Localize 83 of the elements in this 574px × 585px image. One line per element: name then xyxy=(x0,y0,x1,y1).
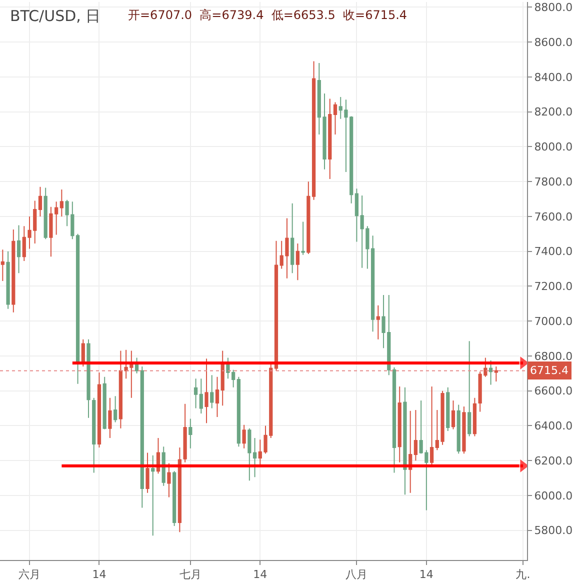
x-tick-label: 14 xyxy=(92,568,106,582)
candlestick xyxy=(220,350,224,406)
y-tick-label: 6600.0 xyxy=(534,384,573,398)
candlestick xyxy=(172,470,176,526)
x-tick-label: 14 xyxy=(419,568,434,582)
x-tick-label: 八月 xyxy=(346,568,368,582)
candlestick xyxy=(114,396,118,423)
y-tick-label: 6000.0 xyxy=(534,489,573,502)
candlestick xyxy=(146,452,150,494)
candlestick xyxy=(312,60,316,200)
candlestick xyxy=(248,428,252,482)
candlestick xyxy=(398,386,402,463)
candlestick xyxy=(408,410,412,494)
y-tick-label: 7400.0 xyxy=(534,245,573,258)
candlestick xyxy=(60,188,64,217)
candlestick xyxy=(328,98,332,180)
candlestick xyxy=(296,243,300,281)
candlestick xyxy=(76,233,80,384)
candlestick xyxy=(0,249,4,282)
y-tick-label: 6800.0 xyxy=(534,350,573,363)
candlestick xyxy=(188,418,192,449)
x-tick-label: 九. xyxy=(516,568,530,582)
y-tick-label: 8400.0 xyxy=(534,70,573,84)
candlestick xyxy=(6,250,10,310)
candlestick xyxy=(392,366,396,474)
candlestick xyxy=(290,202,294,274)
chart-title: BTC/USD, 日 xyxy=(10,7,101,25)
candlestick xyxy=(494,366,498,382)
y-tick-label: 7600.0 xyxy=(534,210,573,224)
candlestick xyxy=(414,410,418,462)
candlestick xyxy=(12,229,16,313)
candlestick xyxy=(462,406,466,454)
candlestick xyxy=(38,186,42,217)
candlestick xyxy=(446,386,450,432)
candlestick xyxy=(354,188,359,242)
y-tick-label: 6400.0 xyxy=(534,420,573,433)
candlestick xyxy=(140,366,144,508)
candlestick xyxy=(468,340,472,437)
y-tick-label: 8800.0 xyxy=(534,1,573,14)
candlestick xyxy=(210,374,214,409)
candlestick xyxy=(456,404,460,454)
candlestick xyxy=(242,424,246,449)
candlestick xyxy=(151,454,155,536)
candlestick xyxy=(108,397,112,438)
x-tick-label: 14 xyxy=(253,568,268,582)
x-tick-label: 七月 xyxy=(179,568,202,582)
candlestick xyxy=(472,397,477,437)
candlestick xyxy=(92,397,96,474)
candlestick xyxy=(204,358,208,424)
text: 开=6707.0 高=6739.4 低=6653.5 收=6715.4 xyxy=(128,8,408,22)
candlestick xyxy=(370,235,375,332)
y-tick-label: 5800.0 xyxy=(534,524,573,538)
ref-line-label: 6715.4 xyxy=(530,364,568,377)
candlestick xyxy=(194,378,198,409)
y-tick-label: 7800.0 xyxy=(534,175,573,188)
candlestick xyxy=(333,102,338,136)
candlestick xyxy=(97,372,102,448)
candlestick xyxy=(252,437,257,478)
candlestick xyxy=(162,446,166,486)
candlestick xyxy=(301,221,305,256)
y-tick-label: 8200.0 xyxy=(534,106,573,119)
candlestick xyxy=(102,376,106,430)
y-tick-label: 7200.0 xyxy=(534,280,573,294)
candlestick xyxy=(86,338,90,418)
y-tick-label: 6200.0 xyxy=(534,454,573,468)
candlestick xyxy=(274,240,278,372)
candlestick xyxy=(167,462,171,498)
candlestick xyxy=(403,386,407,496)
candlestick xyxy=(44,187,48,240)
candlestick xyxy=(306,181,310,254)
y-tick-label: 8000.0 xyxy=(534,140,573,154)
candlestick xyxy=(16,224,21,274)
candlestick xyxy=(488,360,493,386)
candlestick xyxy=(199,378,203,414)
y-tick-label: 7000.0 xyxy=(534,314,573,328)
candlestick xyxy=(451,400,456,430)
x-tick-label: 六月 xyxy=(18,568,40,582)
y-tick-label: 8600.0 xyxy=(534,36,573,49)
candlestick xyxy=(236,376,241,448)
candlestick xyxy=(134,357,139,374)
candlestick xyxy=(376,304,380,340)
candlestick xyxy=(430,386,434,466)
candlestick xyxy=(215,376,220,418)
